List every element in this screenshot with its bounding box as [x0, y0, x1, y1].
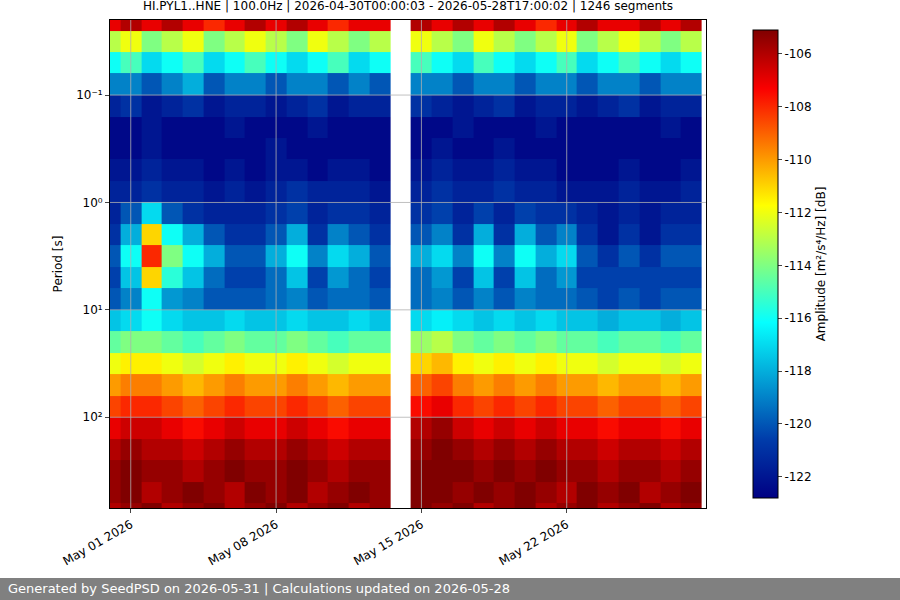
svg-text:10⁻¹: 10⁻¹ — [76, 88, 103, 102]
svg-text:-106: -106 — [784, 47, 811, 61]
svg-text:-122: -122 — [784, 470, 811, 484]
svg-text:-108: -108 — [784, 100, 811, 114]
svg-text:-116: -116 — [784, 311, 811, 325]
svg-text:May 01 2026: May 01 2026 — [60, 517, 135, 568]
svg-text:May 15 2026: May 15 2026 — [351, 517, 426, 568]
svg-text:10⁰: 10⁰ — [83, 196, 103, 210]
svg-text:Amplitude [m²/s⁴/Hz] [dB]: Amplitude [m²/s⁴/Hz] [dB] — [814, 187, 828, 342]
svg-text:May 08 2026: May 08 2026 — [206, 517, 281, 568]
svg-text:-110: -110 — [784, 153, 811, 167]
svg-text:-120: -120 — [784, 417, 811, 431]
html-text:Generated by SeedPSD on 2026-0: Generated by SeedPSD on 2026-05-31 | Cal… — [8, 581, 510, 596]
svg-text:10²: 10² — [83, 410, 103, 424]
svg-text:-112: -112 — [784, 206, 811, 220]
svg-text:-118: -118 — [784, 364, 811, 378]
svg-text:10¹: 10¹ — [83, 303, 103, 317]
svg-text:Period [s]: Period [s] — [51, 236, 65, 293]
svg-text:HI.PYL1..HNE | 100.0Hz | 2026-: HI.PYL1..HNE | 100.0Hz | 2026-04-30T00:0… — [143, 0, 673, 13]
svg-text:-114: -114 — [784, 259, 811, 273]
svg-text:May 22 2026: May 22 2026 — [496, 517, 571, 568]
